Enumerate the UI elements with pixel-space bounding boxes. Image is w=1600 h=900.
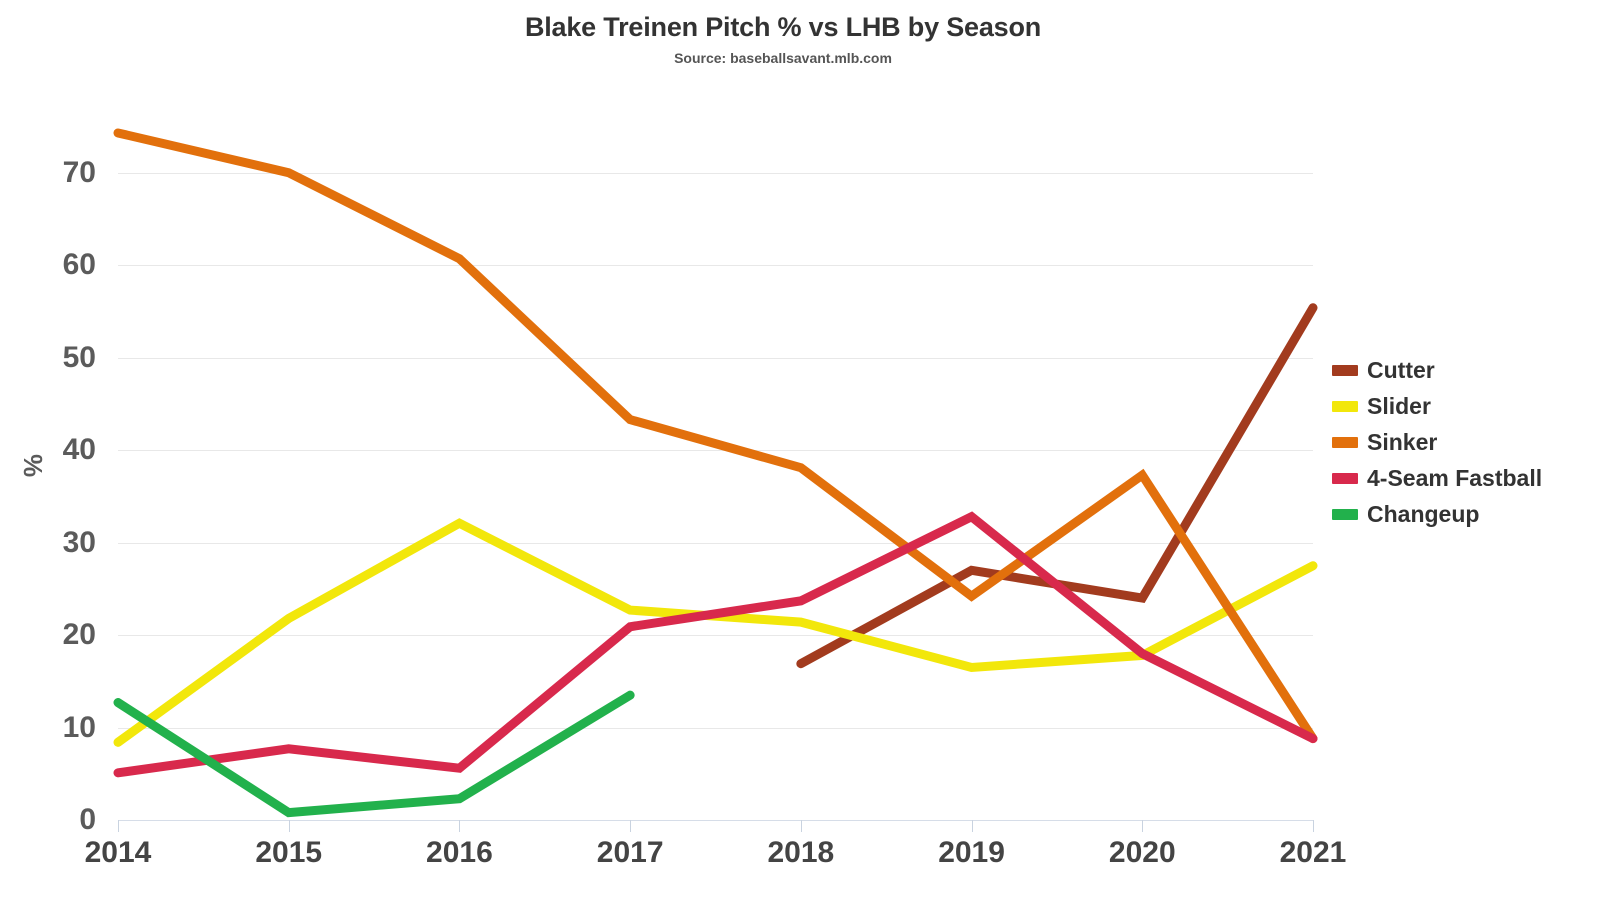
gridline — [118, 172, 1313, 174]
x-axis-tick-label: 2016 — [426, 836, 493, 869]
y-axis-tick-label: 30 — [62, 525, 96, 559]
gridline — [118, 727, 1313, 729]
chart-subtitle-source: Source: baseballsavant.mlb.com — [674, 50, 892, 66]
legend-item-label: Slider — [1367, 392, 1431, 419]
chart-title: Blake Treinen Pitch % vs LHB by Season — [524, 12, 1042, 42]
x-axis-tick-label: 2020 — [1108, 836, 1176, 869]
y-axis-tick-label: 0 — [79, 803, 96, 836]
series-line-sinker — [113, 128, 1318, 744]
series-line-changeup — [113, 690, 635, 818]
legend-item-slider[interactable]: Slider — [1332, 388, 1594, 424]
legend-item-sinker[interactable]: Sinker — [1332, 424, 1594, 460]
x-axis-tick-mark — [118, 820, 119, 832]
y-axis-tick-label: 60 — [62, 248, 96, 282]
y-axis-tick-label: 40 — [62, 433, 96, 467]
plot-area: 0 10 20 30 40 50 60 70 2014 2015 2016 2017 2018 2019… — [63, 108, 1346, 869]
series-line-4-seam-fastball — [113, 511, 1318, 778]
x-axis-tick-label: 2017 — [596, 836, 664, 869]
x-axis-tick-label: 2015 — [255, 836, 323, 869]
series-line-slider — [113, 518, 1318, 747]
x-axis-tick-mark — [971, 820, 973, 832]
legend-swatch-icon — [1332, 472, 1358, 484]
legend-swatch-icon — [1332, 364, 1358, 376]
legend-swatch-icon — [1332, 508, 1358, 520]
legend-item-4-seam-fastball[interactable]: 4-Seam Fastball — [1332, 460, 1594, 496]
x-axis-tick-mark — [1142, 820, 1144, 832]
y-axis-tick-label: 50 — [62, 340, 96, 374]
series-lines — [113, 128, 1318, 818]
legend-swatch-icon — [1332, 400, 1358, 412]
x-axis-tick-mark — [630, 820, 632, 832]
x-axis-tick-mark — [800, 820, 802, 832]
x-axis-tick-mark — [459, 820, 461, 832]
chart-legend: Cutter Slider Sinker 4-Seam Fastball Changeu… — [1332, 352, 1594, 532]
y-axis-tick-label: 20 — [62, 618, 96, 652]
x-axis-tick-label: 2014 — [84, 836, 152, 869]
legend-item-label: Cutter — [1367, 356, 1435, 383]
x-axis-tick-label: 2019 — [938, 836, 1005, 869]
legend-swatch-icon — [1332, 436, 1358, 448]
legend-item-changeup[interactable]: Changeup — [1332, 496, 1594, 532]
y-axis-tick-label: 10 — [62, 710, 96, 744]
gridline — [118, 542, 1313, 544]
legend-item-label: Changeup — [1367, 500, 1480, 527]
x-axis-tick-label: 2021 — [1279, 836, 1347, 869]
legend-item-label: 4-Seam Fastball — [1367, 464, 1543, 491]
legend-item-label: Sinker — [1367, 428, 1438, 455]
x-axis-line — [118, 820, 1313, 821]
x-axis-tick-mark — [288, 820, 290, 832]
y-axis-tick-label: 70 — [62, 155, 96, 189]
x-axis-tick-label: 2018 — [767, 836, 835, 869]
legend-item-cutter[interactable]: Cutter — [1332, 352, 1594, 388]
gridline — [118, 357, 1313, 359]
gridline — [118, 450, 1313, 452]
gridline — [118, 265, 1313, 267]
gridline — [118, 635, 1313, 637]
x-axis-tick-mark — [1313, 820, 1314, 832]
